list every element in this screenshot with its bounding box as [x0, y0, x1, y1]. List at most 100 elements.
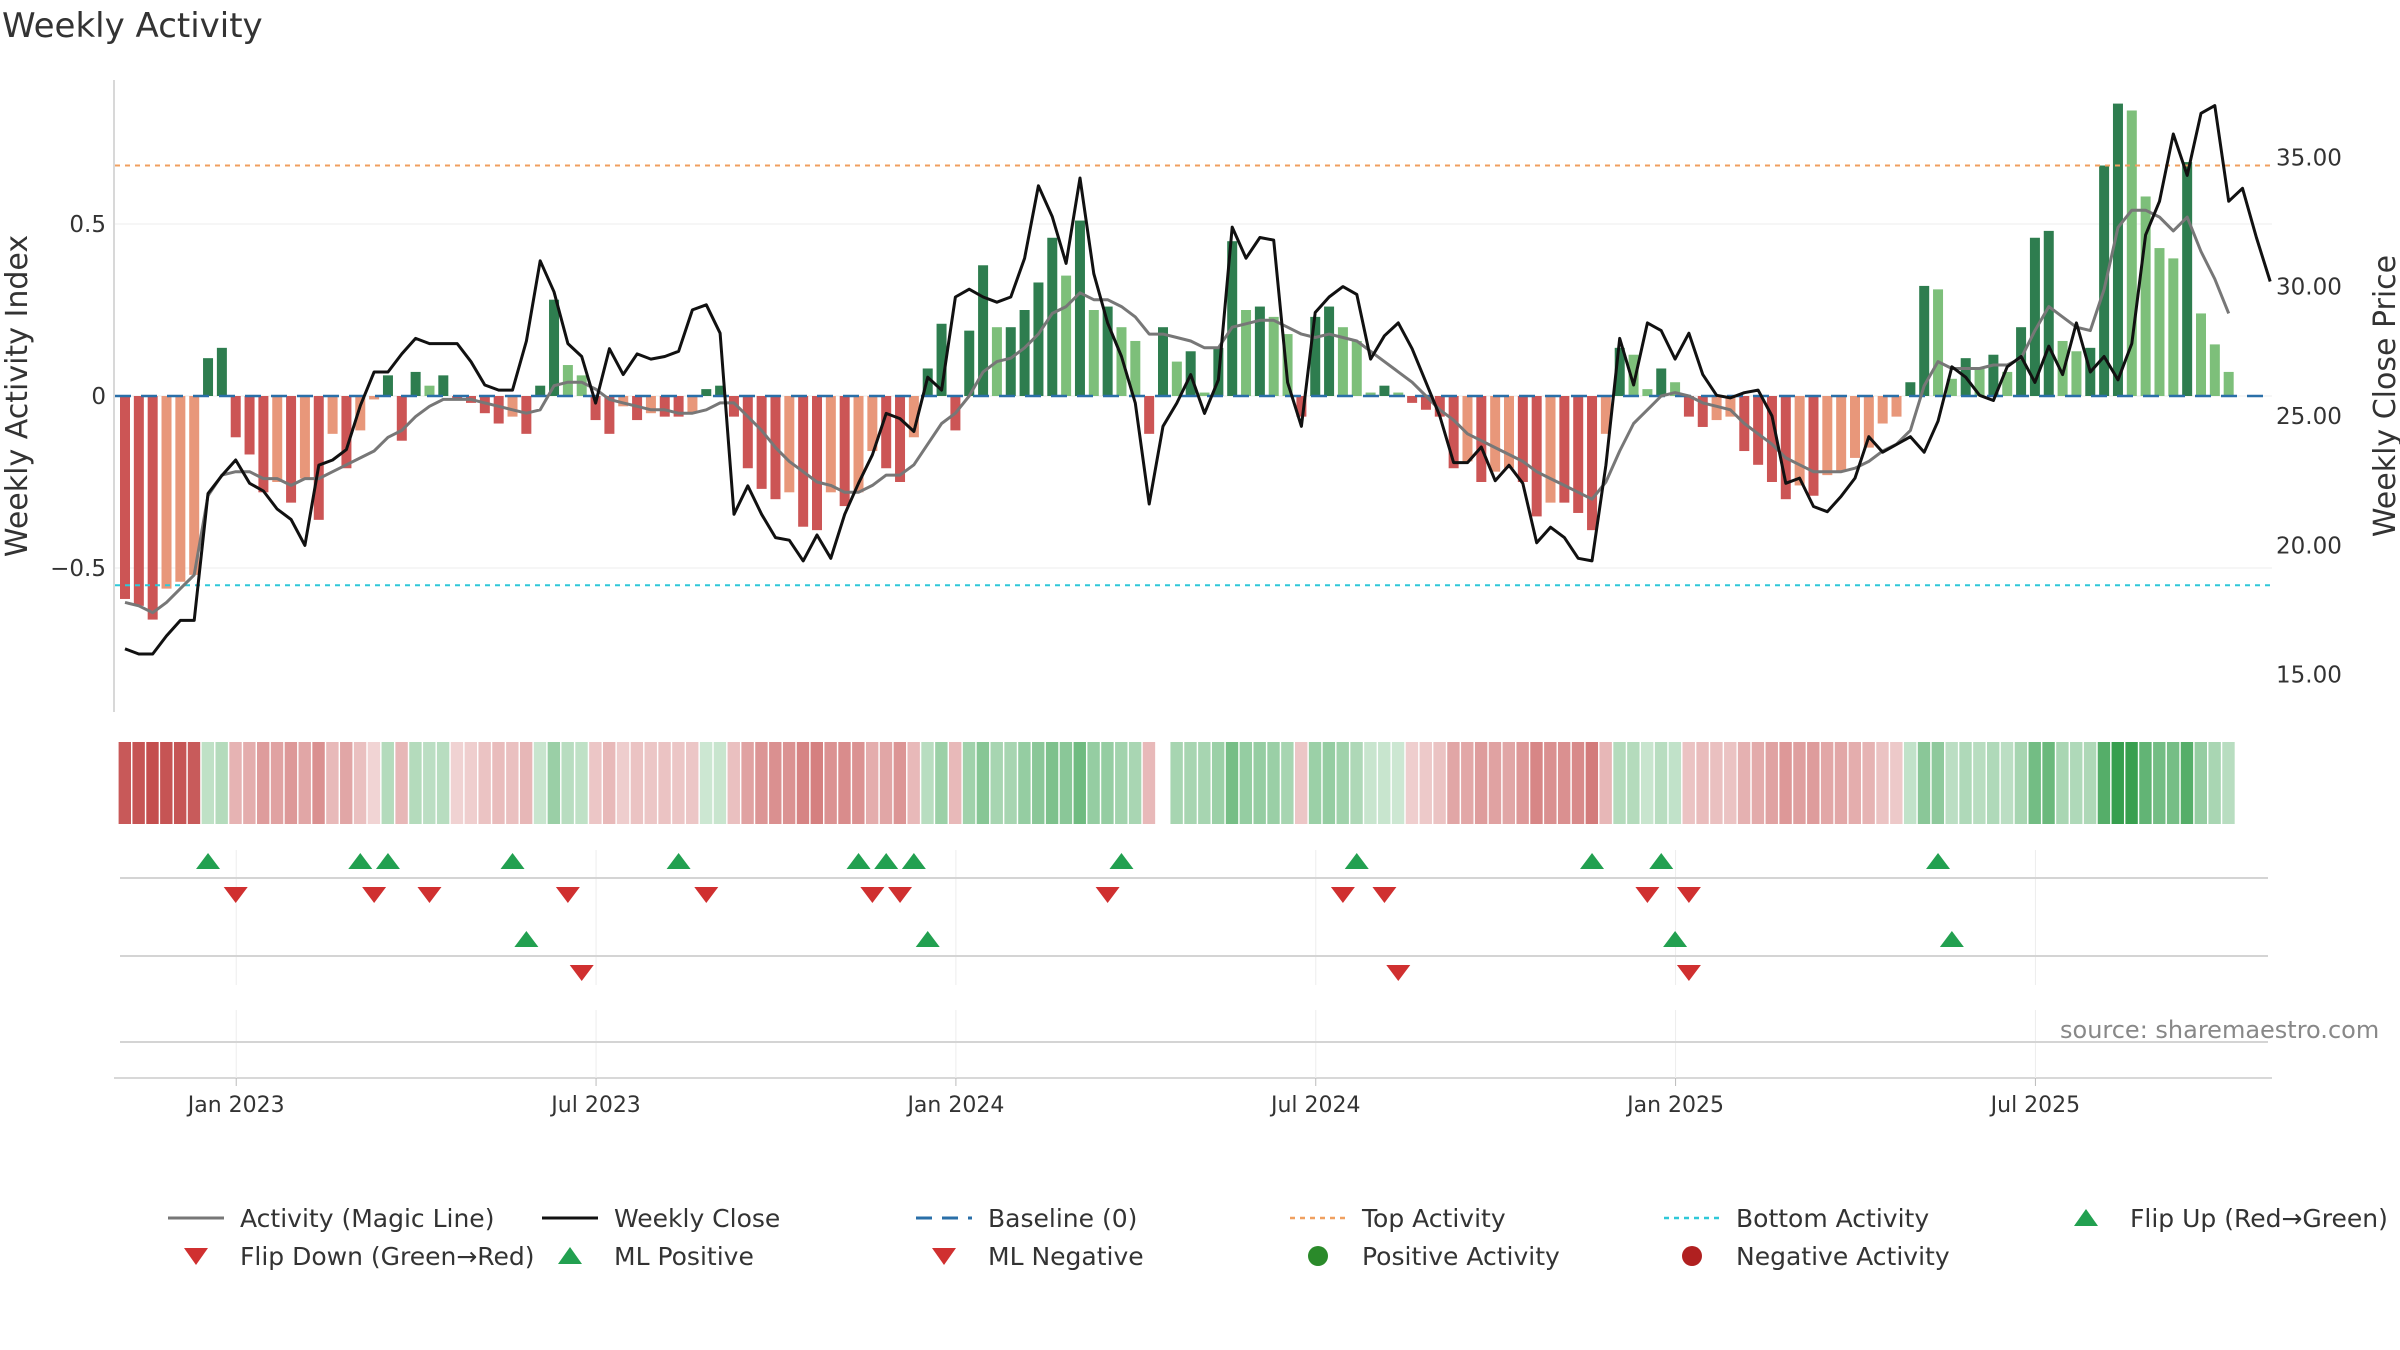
legend-label-magic-line: Activity (Magic Line) [240, 1203, 495, 1233]
ml-negative-marker [1386, 965, 1411, 981]
activity-bar [1393, 392, 1404, 396]
heat-strip-cell [603, 742, 616, 824]
flip-up-marker [1109, 853, 1134, 869]
activity-bar [396, 396, 407, 441]
activity-bar [1351, 340, 1362, 396]
activity-bar [382, 375, 393, 396]
activity-bar [1504, 396, 1514, 469]
activity-bar [659, 396, 670, 417]
activity-bar [1171, 361, 1182, 396]
heat-strip-cell [1793, 742, 1806, 824]
activity-bar [1753, 396, 1764, 465]
flip-down-marker [223, 887, 248, 903]
heat-strip-cell [865, 742, 879, 824]
activity-bar [2126, 110, 2137, 396]
flip-up-marker [500, 853, 525, 869]
weekly-close-series [124, 104, 2272, 656]
heat-strip-cell [1018, 742, 1031, 824]
y-axis-title: Weekly Activity Index [0, 235, 35, 557]
activity-bar [1379, 385, 1390, 396]
activity-bar [521, 396, 532, 434]
activity-bar [2154, 248, 2165, 396]
heat-strip-cell [1128, 742, 1142, 824]
activity-bar [1670, 382, 1681, 396]
heat-strip-cell [1364, 742, 1377, 824]
flip-down-marker [417, 887, 442, 903]
activity-bar [728, 396, 739, 417]
heat-strip-cell [2042, 742, 2055, 824]
activity-bar [1822, 396, 1833, 476]
legend-item-bottom-activity: Bottom Activity [1662, 1200, 1929, 1236]
heat-strip-cell [1502, 742, 1515, 824]
heat-strip-cell [1045, 742, 1059, 824]
activity-bar [1047, 237, 1058, 396]
activity-bar [1988, 354, 1999, 396]
legend-item-ml-positive: ML Positive [540, 1238, 754, 1274]
heat-strip-cell [2222, 742, 2235, 824]
flip-up-marker [196, 853, 221, 869]
heat-strip-cell [1931, 742, 1945, 824]
y2-tick-label: 35.00 [2276, 145, 2342, 171]
activity-bar [2016, 327, 2027, 396]
activity-bar [286, 396, 297, 503]
activity-bar [1545, 396, 1556, 503]
heat-strip-cell [1751, 742, 1765, 824]
heat-strip-cell [1267, 742, 1280, 824]
heat-strip-cell [907, 742, 920, 824]
y2-tick-label: 15.00 [2276, 663, 2342, 689]
activity-bar [1420, 396, 1431, 410]
heat-strip-cell [464, 742, 477, 824]
heat-strip-cell [976, 742, 990, 824]
heat-strip-cell [2070, 742, 2083, 824]
y-tick-label: 0.5 [69, 212, 106, 238]
activity-bar [867, 396, 878, 452]
heat-strip-cell [741, 742, 754, 824]
heat-strip-cell [1945, 742, 1958, 824]
heat-strip-cell [1820, 742, 1834, 824]
activity-bar [1310, 316, 1321, 396]
activity-bar [272, 396, 283, 482]
flip-down-marker [1372, 887, 1397, 903]
activity-bar [313, 396, 324, 520]
legend: Activity (Magic Line) Weekly Close Basel… [160, 1200, 2400, 1290]
activity-bar [1088, 310, 1099, 396]
heat-strip-cell [838, 742, 851, 824]
activity-bar [1614, 347, 1625, 396]
heat-strip-cell [492, 742, 505, 824]
heat-strip-cell [506, 742, 519, 824]
activity-bar [1642, 389, 1653, 396]
activity-bar [549, 299, 560, 396]
legend-label-ml-positive: ML Positive [614, 1241, 754, 1271]
legend-item-magic-line: Activity (Magic Line) [166, 1200, 494, 1236]
activity-bar [1946, 378, 1957, 396]
heat-strip-cell [879, 742, 893, 824]
heat-strip-cell [796, 742, 810, 824]
activity-bar [1711, 396, 1722, 421]
heat-strip-cell [395, 742, 408, 824]
heat-strip-cell [616, 742, 630, 824]
legend-label-bottom-activity: Bottom Activity [1736, 1203, 1930, 1233]
activity-bar [1490, 396, 1501, 472]
heat-strip-cell [1419, 742, 1432, 824]
activity-bar [1254, 306, 1265, 396]
activity-bar [839, 396, 850, 507]
activity-bar [1434, 396, 1445, 417]
legend-item-negative-activity: Negative Activity [1662, 1238, 1950, 1274]
activity-bar [895, 396, 906, 482]
legend-item-positive-activity: Positive Activity [1288, 1238, 1560, 1274]
heat-strip-cell [1654, 742, 1668, 824]
heat-strip-cell [284, 742, 298, 824]
activity-bar [189, 396, 200, 575]
heat-strip-cell [630, 742, 644, 824]
heat-strip-cell [423, 742, 436, 824]
legend-item-baseline: Baseline (0) [914, 1200, 1137, 1236]
triangle-down-icon [184, 1248, 208, 1265]
activity-bar [203, 358, 214, 396]
activity-bar [1282, 334, 1293, 396]
activity-bar [1587, 396, 1598, 531]
heat-strip-cell [755, 742, 768, 824]
legend-top-activity-swatch [1290, 1216, 1346, 1220]
heat-strip-cell [1087, 742, 1100, 824]
activity-bar [424, 385, 435, 396]
ml-negative-marker [569, 965, 594, 981]
